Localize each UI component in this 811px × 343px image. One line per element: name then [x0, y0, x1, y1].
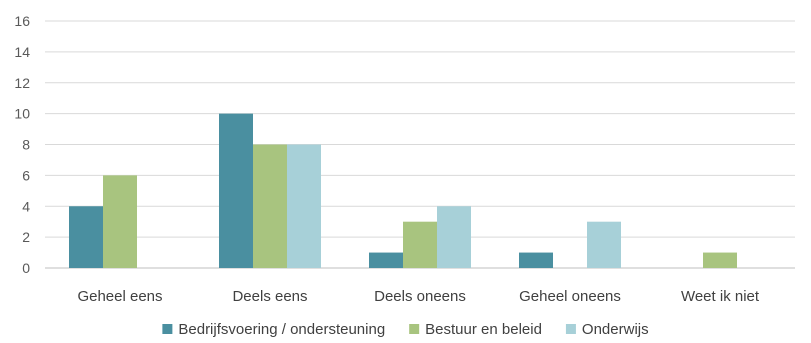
- bar-onderwijs: [587, 221, 621, 268]
- y-tick-label: 0: [22, 260, 30, 276]
- x-category-label: Deels oneens: [374, 288, 466, 305]
- x-axis-categories: Geheel eens Deels eens Deels oneens Geheel …: [77, 288, 759, 305]
- bar-bestuur: [253, 144, 287, 268]
- x-category-label: Geheel eens: [77, 288, 162, 305]
- y-tick-label: 10: [14, 106, 30, 122]
- x-category-label: Weet ik niet: [681, 288, 760, 305]
- bar-bestuur: [703, 252, 737, 268]
- legend-swatch: [565, 324, 576, 334]
- legend: Bedrijfsvoering / ondersteuning Bestuur e…: [162, 321, 649, 338]
- bar-onderwijs: [437, 206, 471, 268]
- bar-onderwijs: [287, 144, 321, 268]
- bar-bedrijfsvoering: [69, 206, 103, 268]
- y-tick-label: 16: [14, 13, 30, 29]
- y-tick-label: 12: [14, 75, 30, 91]
- bar-bedrijfsvoering: [519, 252, 553, 268]
- legend-label: Onderwijs: [582, 321, 649, 338]
- bar-bedrijfsvoering: [219, 113, 253, 268]
- x-category-label: Deels eens: [232, 288, 307, 305]
- y-tick-label: 4: [22, 198, 30, 214]
- bar-bestuur: [103, 175, 137, 268]
- legend-label: Bestuur en beleid: [425, 321, 542, 338]
- bar-bedrijfsvoering: [369, 252, 403, 268]
- bars: [69, 113, 737, 268]
- y-axis-ticks: 0 2 4 6 8 10 12 14 16: [14, 13, 30, 276]
- legend-label: Bedrijfsvoering / ondersteuning: [178, 321, 385, 338]
- y-tick-label: 2: [22, 229, 30, 245]
- legend-swatch: [409, 324, 420, 334]
- bar-bestuur: [403, 221, 437, 268]
- y-tick-label: 6: [22, 167, 30, 183]
- x-category-label: Geheel oneens: [519, 288, 621, 305]
- legend-swatch: [162, 324, 173, 334]
- y-tick-label: 8: [22, 137, 30, 153]
- gridlines: [45, 20, 795, 269]
- y-tick-label: 14: [14, 44, 30, 60]
